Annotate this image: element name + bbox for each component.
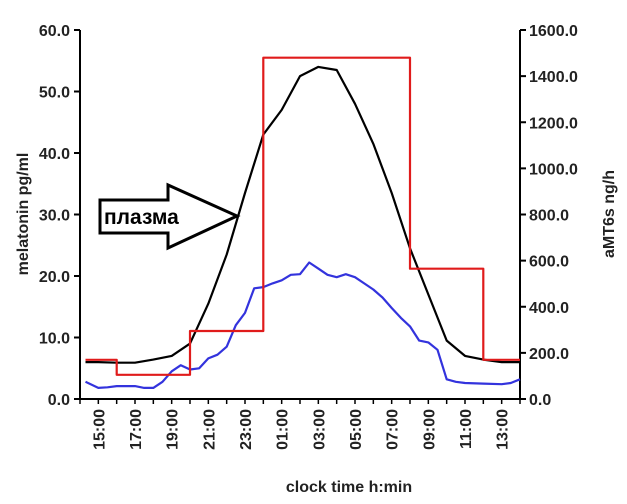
red-step-series-line: [85, 56, 520, 376]
y-right-tick-label: 1400.0: [529, 69, 578, 86]
y-right-tick-label: 1200.0: [529, 115, 578, 132]
y-right-tick-label: 1000.0: [529, 161, 578, 178]
y-right-tick-label: 200.0: [529, 346, 569, 363]
blue-series-line: [85, 261, 521, 389]
x-tick-label: 11:00: [458, 409, 475, 449]
y-left-tick-label: 10.0: [39, 331, 70, 348]
y-right-tick-label: 800.0: [529, 208, 569, 225]
tick-layer: 0.0 10.0 20.0 30.0 40.0 50.0 60.0 0.0 200.0 400.0…: [39, 23, 578, 450]
y-left-tick-label: 60.0: [39, 23, 70, 40]
x-tick-label: 17:00: [128, 409, 145, 450]
x-tick-label: 05:00: [348, 409, 365, 450]
y-right-tick-label: 600.0: [529, 254, 569, 271]
x-tick-label: 07:00: [385, 409, 402, 450]
y-left-tick-label: 30.0: [39, 208, 70, 225]
x-axis-label: clock time h:min: [286, 479, 412, 496]
y-left-tick-label: 20.0: [39, 269, 70, 286]
x-tick-label: 13:00: [495, 409, 512, 450]
plasma-annotation: плазма: [98, 182, 241, 251]
annotation-label: плазма: [104, 206, 179, 229]
x-tick-label: 09:00: [421, 409, 438, 450]
y-left-tick-label: 40.0: [39, 146, 70, 163]
y-left-tick-label: 0.0: [48, 392, 70, 409]
arrow-right-icon: [98, 182, 241, 251]
y-right-tick-label: 1600.0: [529, 23, 578, 40]
series-layer: [85, 56, 521, 389]
y-axis-right-label: aMT6s ng/h: [601, 170, 618, 258]
x-tick-label: 19:00: [165, 409, 182, 450]
y-left-tick-label: 50.0: [39, 85, 70, 102]
y-right-tick-label: 0.0: [529, 392, 551, 409]
x-tick-label: 21:00: [201, 409, 218, 450]
black-series-line: [85, 65, 520, 364]
x-tick-label: 01:00: [275, 409, 292, 450]
y-right-tick-label: 400.0: [529, 300, 569, 317]
x-tick-label: 15:00: [91, 409, 108, 450]
y-axis-left-label: melatonin pg/ml: [15, 153, 32, 276]
x-tick-label: 23:00: [238, 409, 255, 450]
x-tick-label: 03:00: [311, 409, 328, 450]
